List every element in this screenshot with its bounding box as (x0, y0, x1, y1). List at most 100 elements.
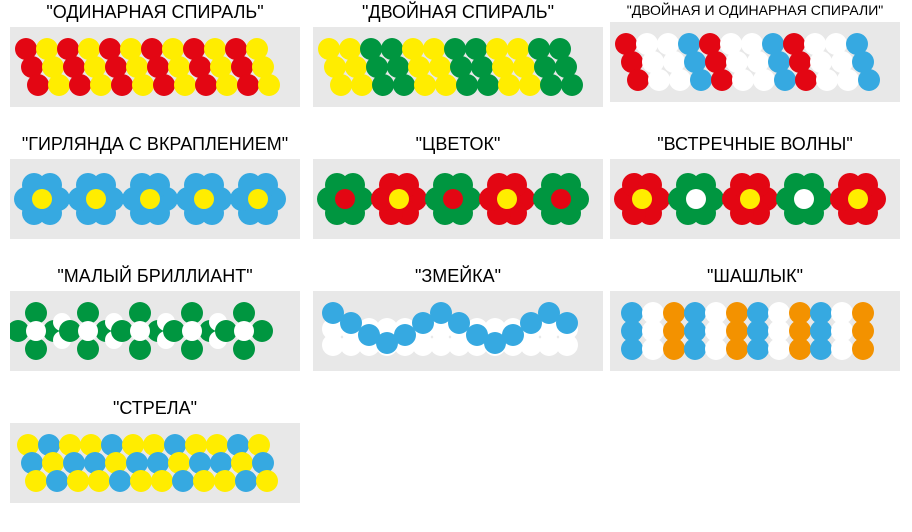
pattern-snake: "ЗМЕЙКА" (313, 266, 603, 371)
pattern-shashlyk: "ШАШЛЫК" (610, 266, 900, 371)
red-ball (627, 69, 649, 91)
white-ball (234, 321, 254, 341)
pattern-small-diamond: "МАЛЫЙ БРИЛЛИАНТ" (10, 266, 300, 371)
pattern-counter-waves: "ВСТРЕЧНЫЕ ВОЛНЫ" (610, 134, 900, 239)
blue-ball (235, 470, 257, 492)
yellow-ball (86, 189, 106, 209)
pattern-panel (313, 291, 603, 371)
white-ball (837, 69, 859, 91)
green-ball (393, 74, 415, 96)
pattern-panel (610, 159, 900, 239)
pattern-panel (313, 27, 603, 107)
red-ball (443, 189, 463, 209)
pattern-garland-inclusion: "ГИРЛЯНДА С ВКРАПЛЕНИЕМ" (10, 134, 300, 239)
pattern-panel (610, 291, 900, 371)
yellow-ball (351, 74, 373, 96)
pattern-title: "СТРЕЛА" (10, 398, 300, 419)
yellow-ball (498, 74, 520, 96)
red-ball (237, 74, 259, 96)
white-ball (26, 321, 46, 341)
blue-ball (858, 69, 880, 91)
yellow-ball (48, 74, 70, 96)
pattern-title: "МАЛЫЙ БРИЛЛИАНТ" (10, 266, 300, 287)
pattern-double-single-spiral: "ДВОЙНАЯ И ОДИНАРНАЯ СПИРАЛИ" (610, 2, 900, 102)
pattern-arrow: "СТРЕЛА" (10, 398, 300, 503)
yellow-ball (497, 189, 517, 209)
yellow-ball (193, 470, 215, 492)
yellow-ball (174, 74, 196, 96)
green-ball (561, 74, 583, 96)
pattern-flower: "ЦВЕТОК" (313, 134, 603, 239)
pattern-panel (10, 423, 300, 503)
yellow-ball (435, 74, 457, 96)
green-ball (129, 338, 151, 360)
yellow-ball (130, 470, 152, 492)
yellow-ball (414, 74, 436, 96)
yellow-ball (194, 189, 214, 209)
orange-ball (852, 338, 874, 360)
white-ball (130, 321, 150, 341)
green-ball (233, 338, 255, 360)
red-ball (335, 189, 355, 209)
yellow-ball (256, 470, 278, 492)
pattern-panel (610, 22, 900, 102)
red-ball (111, 74, 133, 96)
red-ball (27, 74, 49, 96)
green-ball (77, 338, 99, 360)
yellow-ball (389, 189, 409, 209)
orange-ball (663, 338, 685, 360)
green-ball (181, 338, 203, 360)
white-ball (78, 321, 98, 341)
blue-ball (684, 338, 706, 360)
yellow-ball (740, 189, 760, 209)
pattern-title: "ЦВЕТОК" (313, 134, 603, 155)
pattern-title: "ГИРЛЯНДА С ВКРАПЛЕНИЕМ" (10, 134, 300, 155)
green-ball (477, 74, 499, 96)
yellow-ball (32, 189, 52, 209)
green-ball (251, 320, 273, 342)
white-ball (831, 338, 853, 360)
yellow-ball (258, 74, 280, 96)
blue-ball (774, 69, 796, 91)
pattern-title: "ВСТРЕЧНЫЕ ВОЛНЫ" (610, 134, 900, 155)
yellow-ball (330, 74, 352, 96)
white-ball (816, 69, 838, 91)
blue-ball (109, 470, 131, 492)
white-ball (669, 69, 691, 91)
pattern-title: "ДВОЙНАЯ СПИРАЛЬ" (313, 2, 603, 23)
yellow-ball (519, 74, 541, 96)
blue-ball (556, 312, 578, 334)
yellow-ball (216, 74, 238, 96)
orange-ball (726, 338, 748, 360)
white-ball (182, 321, 202, 341)
yellow-ball (90, 74, 112, 96)
yellow-ball (67, 470, 89, 492)
pattern-panel (10, 159, 300, 239)
blue-ball (172, 470, 194, 492)
red-ball (711, 69, 733, 91)
pattern-single-spiral: "ОДИНАРНАЯ СПИРАЛЬ" (10, 2, 300, 107)
red-ball (195, 74, 217, 96)
white-ball (648, 69, 670, 91)
blue-ball (747, 338, 769, 360)
yellow-ball (848, 189, 868, 209)
white-ball (753, 69, 775, 91)
green-ball (456, 74, 478, 96)
pattern-title: "ЗМЕЙКА" (313, 266, 603, 287)
yellow-ball (140, 189, 160, 209)
pattern-panel (313, 159, 603, 239)
green-ball (25, 338, 47, 360)
pattern-panel (10, 27, 300, 107)
red-ball (795, 69, 817, 91)
white-ball (686, 189, 706, 209)
yellow-ball (632, 189, 652, 209)
pattern-title: "ОДИНАРНАЯ СПИРАЛЬ" (10, 2, 300, 23)
red-ball (551, 189, 571, 209)
red-ball (69, 74, 91, 96)
blue-ball (621, 338, 643, 360)
yellow-ball (248, 189, 268, 209)
green-ball (540, 74, 562, 96)
yellow-ball (132, 74, 154, 96)
yellow-ball (214, 470, 236, 492)
pattern-title: "ШАШЛЫК" (610, 266, 900, 287)
